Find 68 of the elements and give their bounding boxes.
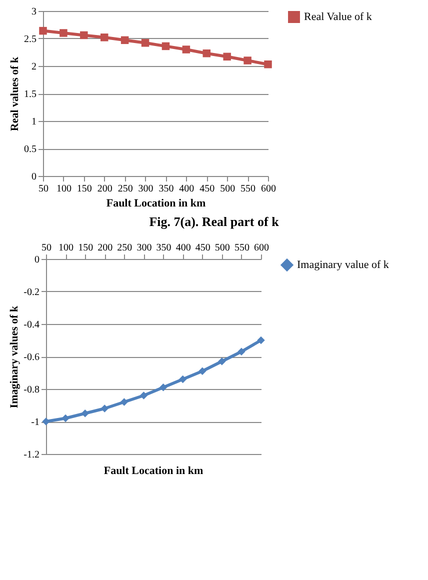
y-axis-title: Imaginary values of k [8,304,21,408]
point [159,384,168,392]
x-tick-label: 250 [118,184,133,194]
x-tick-label: 200 [97,184,112,194]
y-tick-label: -1.2 [24,450,40,460]
x-tick-label: 550 [240,184,256,194]
y-tick-label: 0 [32,172,36,182]
x-tick-label: 450 [195,242,210,254]
point [39,26,47,35]
y-tick-label: 0 [34,254,40,266]
y-axis-title: Real values of k [9,56,21,132]
point [81,410,89,418]
x-tick-label: 400 [176,242,191,254]
y-tick-label: -0.6 [24,352,40,363]
y-tick-label: -0.8 [24,384,40,396]
x-tick-label: 150 [76,184,92,194]
x-tick-label: 250 [117,242,132,254]
point [120,398,128,406]
x-tick-label: 500 [214,242,230,254]
point [218,358,226,366]
point [178,375,187,384]
point [244,56,252,64]
legend-label: Imaginary value of k [297,259,390,271]
point [140,392,148,400]
point [257,336,265,344]
point [100,34,108,42]
x-tick-label: 50 [38,184,48,194]
point [80,31,88,40]
y-tick-label: 0.5 [24,144,36,155]
x-tick-label: 550 [234,242,250,254]
point [62,414,70,422]
x-tick-label: 500 [220,184,236,194]
point [141,39,150,47]
point [202,49,211,58]
point [60,29,68,37]
point [238,348,246,356]
y-tick-label: 3 [32,6,36,18]
x-tick-label: 600 [254,242,269,254]
point [264,60,272,68]
point [100,404,109,412]
x-axis-title: Fault Location in km [106,198,206,210]
legend-label: Real Value of k [304,11,372,23]
x-axis-title: Fault Location in km [104,465,204,477]
point [162,42,170,50]
x-tick-label: 350 [156,242,172,254]
point [182,46,190,54]
x-tick-label: 450 [200,184,215,194]
x-tick-label: 300 [138,184,154,194]
x-tick-label: 300 [136,242,152,254]
x-tick-label: 50 [42,242,52,254]
point [120,36,129,44]
x-tick-label: 200 [98,242,113,254]
point [198,367,206,375]
x-tick-label: 150 [78,242,94,254]
y-tick-label: -0.4 [24,320,40,330]
x-tick-label: 100 [56,184,72,194]
x-tick-label: 100 [58,242,74,254]
caption: Fig. 7(a). Real part of k [148,214,280,230]
x-tick-label: 400 [179,184,194,194]
y-tick-label: -0.2 [24,287,40,298]
y-tick-label: 2 [32,62,36,72]
x-tick-label: 600 [261,184,276,194]
point [223,52,231,61]
y-tick-label: 2.5 [24,34,36,45]
y-tick-label: 1 [32,116,36,128]
y-tick-label: -1 [31,417,40,428]
x-tick-label: 350 [158,184,174,194]
y-tick-label: 1.5 [24,89,36,100]
